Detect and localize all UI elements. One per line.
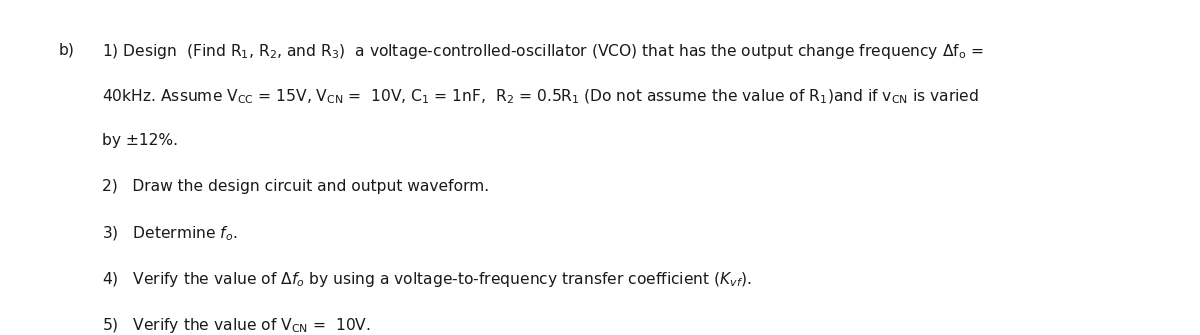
Text: 2)   Draw the design circuit and output waveform.: 2) Draw the design circuit and output wa… bbox=[102, 179, 488, 194]
Text: 1) Design  (Find R$_1$, R$_2$, and R$_3$)  a voltage-controlled-oscillator (VCO): 1) Design (Find R$_1$, R$_2$, and R$_3$)… bbox=[102, 43, 983, 61]
Text: by ±12%.: by ±12%. bbox=[102, 133, 178, 148]
Text: 40kHz. Assume V$_\mathrm{CC}$ = 15V, V$_\mathrm{CN}$ =  10V, C$_1$ = 1nF,  R$_2$: 40kHz. Assume V$_\mathrm{CC}$ = 15V, V$_… bbox=[102, 88, 979, 106]
Text: 5)   Verify the value of V$_\mathrm{CN}$ =  10V.: 5) Verify the value of V$_\mathrm{CN}$ =… bbox=[102, 316, 371, 335]
Text: 4)   Verify the value of $\Delta f_o$ by using a voltage-to-frequency transfer c: 4) Verify the value of $\Delta f_o$ by u… bbox=[102, 270, 751, 289]
Text: 3)   Determine $f_o$.: 3) Determine $f_o$. bbox=[102, 224, 238, 243]
Text: b): b) bbox=[59, 43, 74, 57]
